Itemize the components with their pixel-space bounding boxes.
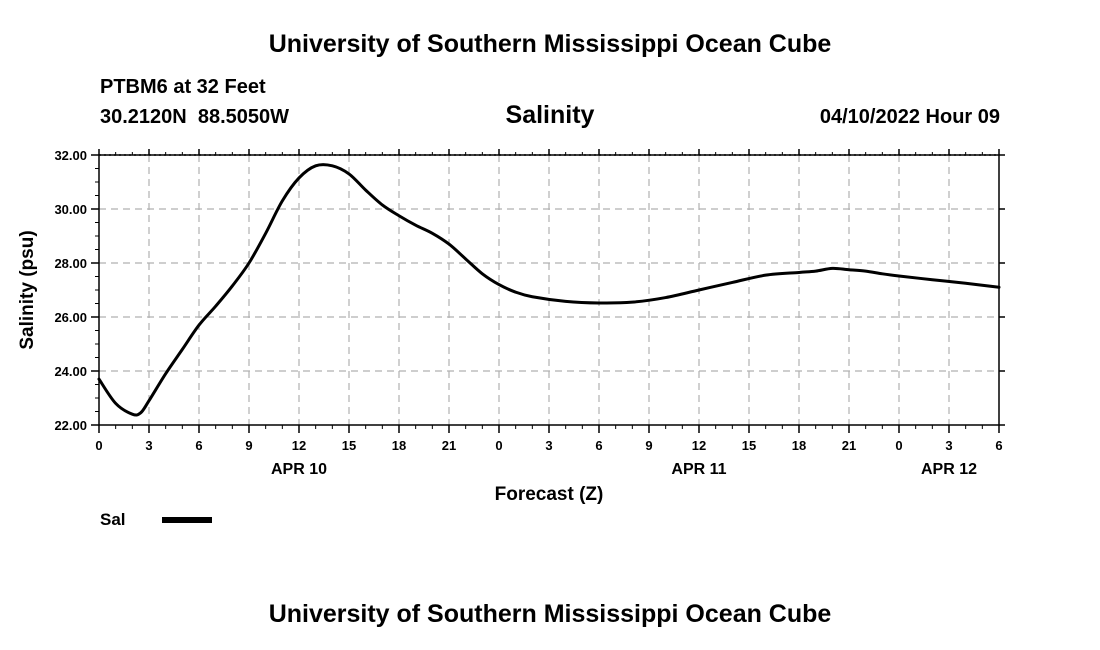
x-tick-label: 18: [792, 438, 806, 453]
y-tick-label: 28.00: [54, 256, 87, 271]
x-tick-label: 3: [945, 438, 952, 453]
x-tick-label: 6: [595, 438, 602, 453]
x-tick-label: 21: [842, 438, 856, 453]
x-tick-label: 21: [442, 438, 456, 453]
x-tick-label: 0: [495, 438, 502, 453]
y-tick-label: 32.00: [54, 148, 87, 163]
x-tick-label: 9: [645, 438, 652, 453]
x-tick-label: 0: [895, 438, 902, 453]
x-tick-label: 3: [545, 438, 552, 453]
y-tick-label: 24.00: [54, 364, 87, 379]
salinity-line: [97, 163, 1001, 417]
footer-title: University of Southern Mississippi Ocean…: [268, 600, 832, 628]
x-tick-label: 9: [245, 438, 252, 453]
date-label: APR 12: [921, 461, 977, 478]
x-tick-label: 3: [145, 438, 152, 453]
x-tick-label: 6: [995, 438, 1002, 453]
x-tick-label: 0: [95, 438, 102, 453]
date-label: APR 11: [671, 461, 726, 478]
x-tick-label: 18: [392, 438, 406, 453]
station-coordinates: 30.2120N 88.5050W: [100, 106, 290, 128]
axis-tick-labels: 0 3 6 9 12 15 18 21 0 3 6 9 12 15 18 21 0 3 6 APR 10 APR 11 A…: [54, 148, 1002, 478]
axis-ticks: [91, 149, 1005, 433]
x-tick-label: 12: [292, 438, 306, 453]
y-tick-label: 26.00: [54, 310, 87, 325]
date-label: APR 10: [271, 461, 327, 478]
y-tick-label: 30.00: [54, 202, 87, 217]
grid: [99, 155, 999, 425]
legend-line-swatch: [162, 517, 212, 523]
x-axis-title: Forecast (Z): [495, 484, 604, 505]
x-tick-label: 15: [742, 438, 756, 453]
legend-label: Sal: [100, 510, 126, 529]
variable-title: Salinity: [505, 101, 595, 129]
x-tick-label: 12: [692, 438, 706, 453]
x-tick-label: 15: [342, 438, 356, 453]
chart-title: University of Southern Mississippi Ocean…: [268, 30, 832, 58]
station-label: PTBM6 at 32 Feet: [100, 76, 266, 98]
x-tick-label: 6: [195, 438, 202, 453]
forecast-datetime: 04/10/2022 Hour 09: [819, 106, 1000, 128]
y-tick-label: 22.00: [54, 418, 87, 433]
y-axis-title: Salinity (psu): [17, 230, 38, 349]
